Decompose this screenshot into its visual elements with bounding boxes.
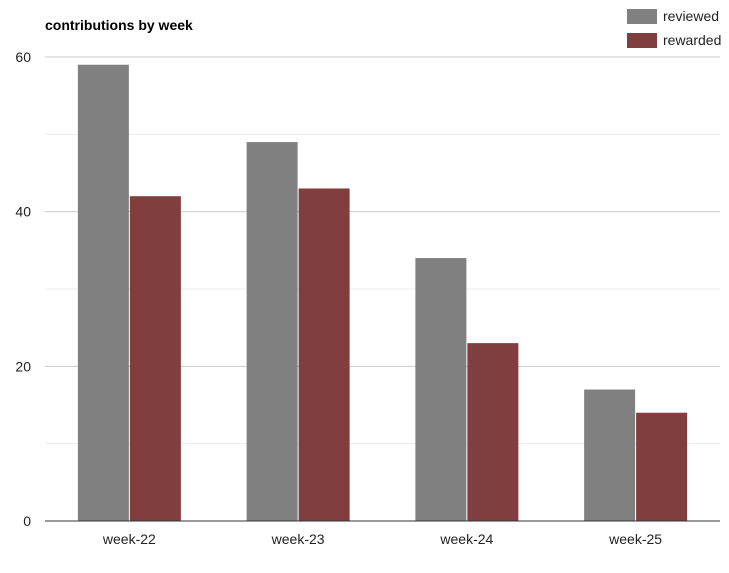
bar-rewarded-week-23 bbox=[298, 188, 350, 521]
legend-label-reviewed: reviewed bbox=[663, 8, 719, 24]
x-tick-label: week-25 bbox=[608, 531, 662, 547]
bar-reviewed-week-24 bbox=[415, 258, 467, 521]
x-tick-label: week-24 bbox=[439, 531, 493, 547]
legend-swatch-reviewed bbox=[627, 9, 657, 24]
legend-label-rewarded: rewarded bbox=[663, 32, 721, 48]
y-tick-label: 0 bbox=[23, 513, 31, 529]
legend: reviewed rewarded bbox=[627, 8, 721, 48]
bar-reviewed-week-23 bbox=[246, 142, 298, 522]
y-tick-label: 60 bbox=[15, 49, 31, 65]
y-tick-label: 40 bbox=[15, 204, 31, 220]
bar-reviewed-week-22 bbox=[77, 64, 129, 521]
axes: 0 20 40 60 week-22 week-23 week-24 week-25 bbox=[15, 49, 720, 547]
legend-swatch-rewarded bbox=[627, 33, 657, 48]
x-tick-label: week-22 bbox=[102, 531, 156, 547]
x-tick-label: week-23 bbox=[271, 531, 325, 547]
bars bbox=[77, 64, 688, 522]
bar-rewarded-week-25 bbox=[636, 412, 688, 521]
y-tick-label: 20 bbox=[15, 358, 31, 374]
bar-rewarded-week-22 bbox=[129, 196, 181, 521]
bar-reviewed-week-25 bbox=[584, 389, 636, 521]
chart-title: contributions by week bbox=[45, 17, 193, 33]
bar-rewarded-week-24 bbox=[467, 343, 519, 521]
